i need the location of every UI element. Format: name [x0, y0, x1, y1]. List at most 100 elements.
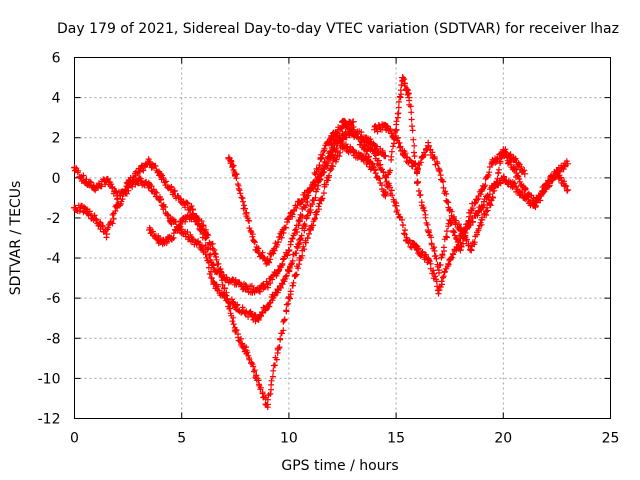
data-point [199, 222, 207, 230]
data-point [403, 236, 411, 244]
data-point [456, 226, 464, 234]
data-point [564, 160, 572, 168]
data-point [381, 152, 389, 160]
data-point [231, 170, 239, 178]
series-track-b [71, 130, 346, 325]
data-point [467, 218, 475, 226]
data-point [167, 216, 175, 224]
data-point [156, 170, 164, 178]
y-tick-label: -6 [47, 291, 61, 307]
data-point [521, 194, 529, 202]
series-track-a [71, 118, 357, 296]
data-point [156, 238, 164, 246]
data-point [564, 186, 572, 194]
data-point [103, 230, 111, 238]
data-point [274, 238, 282, 246]
data-point [210, 280, 218, 288]
data-point [317, 196, 325, 204]
series-track-b-markers [71, 132, 346, 325]
data-point [81, 206, 89, 214]
data-point [328, 132, 336, 140]
x-tick-label: 15 [387, 431, 405, 447]
data-point [349, 148, 357, 156]
data-point [231, 278, 239, 286]
series-track-g-markers [371, 121, 528, 254]
series-track-c-markers [146, 140, 378, 411]
data-point [263, 302, 271, 310]
data-point [135, 176, 143, 184]
data-point [71, 164, 78, 172]
data-point [296, 236, 304, 244]
data-point [446, 256, 454, 264]
data-point [296, 198, 304, 206]
data-point [146, 158, 154, 166]
data-point [285, 294, 293, 302]
data-point [381, 174, 389, 182]
data-point [274, 344, 282, 352]
data-point [156, 196, 164, 204]
data-point [371, 126, 379, 134]
x-tick-label: 25 [602, 431, 620, 447]
data-point [435, 166, 443, 174]
data-point [489, 158, 497, 166]
y-tick-label: 4 [52, 91, 61, 107]
x-tick-label: 20 [494, 431, 512, 447]
series-track-f-markers [360, 137, 570, 297]
data-point [178, 198, 186, 206]
y-tick-label: -12 [38, 412, 61, 428]
data-point [553, 168, 561, 176]
data-point [435, 286, 443, 294]
data-point [414, 246, 422, 254]
data-point [478, 202, 486, 210]
data-point [328, 152, 336, 160]
data-point [253, 374, 261, 382]
data-point [306, 186, 314, 194]
data-point [467, 206, 475, 214]
series-track-f [360, 137, 572, 297]
data-point [510, 156, 518, 164]
y-tick-label: -8 [47, 331, 61, 347]
data-point [285, 246, 293, 254]
data-point [392, 202, 400, 210]
plot-frame [74, 57, 611, 419]
data-point [499, 174, 507, 182]
data-point [188, 212, 196, 220]
data-point [424, 226, 432, 234]
data-point [253, 314, 261, 322]
data-point [392, 126, 400, 134]
x-tick-label: 10 [280, 431, 298, 447]
data-point [231, 302, 239, 310]
data-point [381, 122, 389, 130]
data-point [403, 154, 411, 162]
data-point [263, 400, 271, 408]
data-point [399, 74, 407, 82]
data-point [253, 246, 261, 254]
chart-title: Day 179 of 2021, Sidereal Day-to-day VTE… [57, 21, 619, 37]
data-point [124, 184, 132, 192]
data-point [167, 234, 175, 242]
y-tick-label: -4 [47, 251, 61, 267]
data-point [135, 168, 143, 176]
data-point [263, 280, 271, 288]
data-point [306, 206, 314, 214]
data-point [542, 184, 550, 192]
data-point [71, 204, 78, 212]
y-tick-label: 2 [52, 131, 61, 147]
data-point [92, 184, 100, 192]
data-point [274, 266, 282, 274]
data-point [414, 178, 422, 186]
data-point [225, 154, 233, 162]
data-series [71, 74, 572, 411]
data-point [489, 194, 497, 202]
data-point [146, 182, 154, 190]
data-point [306, 226, 314, 234]
data-point [424, 142, 432, 150]
data-point [92, 216, 100, 224]
data-point [478, 216, 486, 224]
data-point [188, 236, 196, 244]
x-axis-label: GPS time / hours [281, 458, 398, 474]
data-point [253, 286, 261, 294]
data-point [371, 150, 379, 158]
data-point [360, 138, 368, 146]
